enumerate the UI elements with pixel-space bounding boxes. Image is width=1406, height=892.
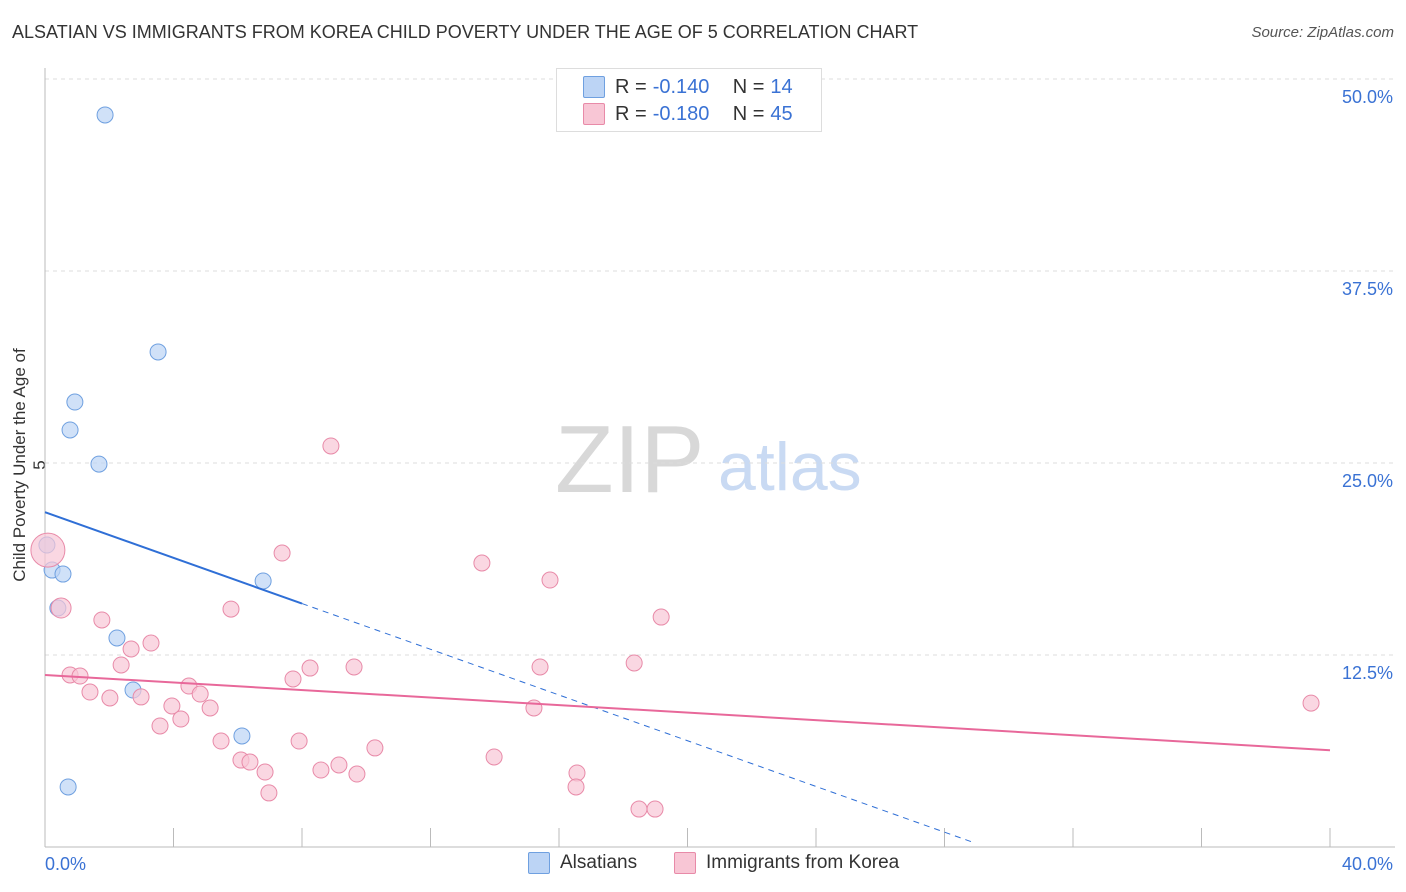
y-tick-label: 50.0% [1342,87,1393,107]
legend-swatch-pink [583,103,605,125]
chart-title: ALSATIAN VS IMMIGRANTS FROM KOREA CHILD … [12,22,919,42]
legend-swatch-pink [674,852,696,874]
korea-point [646,800,664,818]
korea-point [473,554,491,572]
korea-point [93,611,111,629]
legend-n-label: N = [732,75,765,98]
legend-row-korea: R = -0.180 N = 45 [583,101,793,127]
y-tick-label: 25.0% [1342,471,1393,491]
korea-point [290,732,308,750]
legend-swatch-blue [583,76,605,98]
bottom-legend-korea: Immigrants from Korea [674,852,899,874]
korea-point [330,756,348,774]
korea-point [256,763,274,781]
korea-point [366,739,384,757]
legend-n-label: N = [732,102,765,125]
korea-point [301,659,319,677]
legend-box: R = -0.140 N = 14 R = -0.180 N = 45 [556,68,822,132]
legend-r-label: R = [615,75,647,98]
korea-point [142,634,160,652]
korea-point [345,658,363,676]
korea-point [132,688,150,706]
alsatians-trend-line [44,511,303,605]
watermark-zip: ZIP [555,406,704,513]
legend-row-alsatians: R = -0.140 N = 14 [583,74,793,100]
korea-point [151,717,169,735]
korea-point [122,640,140,658]
korea-point [485,748,503,766]
korea-point [81,683,99,701]
legend-n-value: 14 [770,75,793,98]
korea-point [101,689,119,707]
korea-point [212,732,230,750]
legend-r-label: R = [615,102,647,125]
x-tick-label: 40.0% [1342,854,1393,874]
alsatians-point [54,565,72,583]
korea-point [260,784,278,802]
alsatians-point [90,455,108,473]
legend-r-value: -0.140 [652,75,710,98]
korea-point [284,670,302,688]
korea-point [191,685,209,703]
korea-point [652,608,670,626]
korea-trend-line [44,673,1331,752]
korea-point [201,699,219,717]
alsatians-point [66,393,84,411]
alsatians-point [233,727,251,745]
korea-point [222,600,240,618]
korea-point [312,761,330,779]
legend-n-value: 45 [770,102,793,125]
korea-point [567,778,585,796]
korea-point [322,437,340,455]
chart-source: Source: ZipAtlas.com [1251,24,1394,41]
korea-point [1302,694,1320,712]
korea-point [241,753,259,771]
korea-point [541,571,559,589]
alsatians-trend-extension [301,603,976,844]
korea-point [30,532,66,568]
alsatians-point [254,572,272,590]
korea-point [348,765,366,783]
korea-point [630,800,648,818]
legend-r-value: -0.180 [652,102,710,125]
korea-point [50,597,72,619]
legend-label: Alsatians [560,852,638,873]
korea-point [112,656,130,674]
watermark-atlas: atlas [718,429,862,505]
korea-point [163,697,181,715]
korea-point [172,710,190,728]
korea-point [625,654,643,672]
y-tick-label: 12.5% [1342,663,1393,683]
alsatians-point [108,629,126,647]
korea-point [531,658,549,676]
x-tick-label: 0.0% [45,854,86,874]
y-tick-label: 37.5% [1342,279,1393,299]
bottom-legend-alsatians: Alsatians [528,852,637,874]
alsatians-point [59,778,77,796]
alsatians-point [96,106,114,124]
legend-label: Immigrants from Korea [706,852,900,873]
korea-point [273,544,291,562]
legend-swatch-blue [528,852,550,874]
alsatians-point [61,421,79,439]
alsatians-point [149,343,167,361]
